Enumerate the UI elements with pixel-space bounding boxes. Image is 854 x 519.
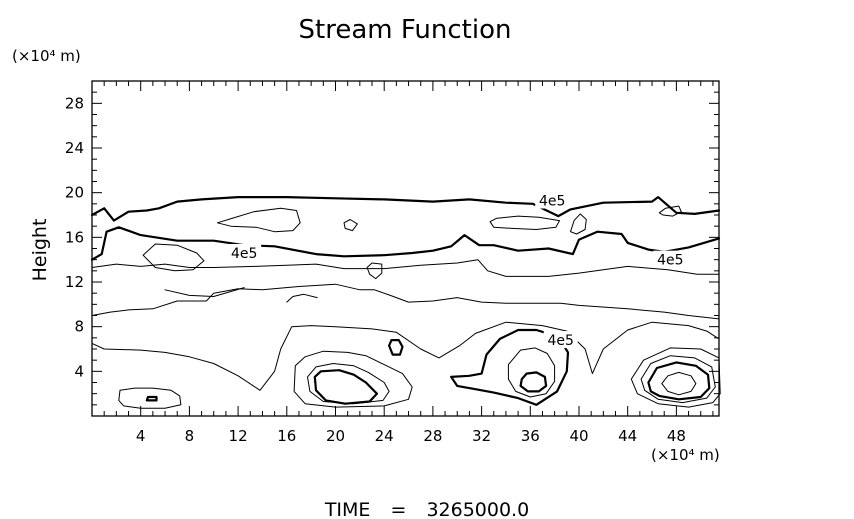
- contour-lines: [90, 196, 721, 409]
- contour-line-10: [313, 369, 378, 405]
- contour-label-3: 4e5: [657, 253, 683, 269]
- x-tick-label-36: 36: [521, 427, 540, 445]
- x-tick-label-12: 12: [229, 427, 248, 445]
- contour-line-21: [343, 219, 358, 232]
- contour-line-6: [118, 387, 182, 409]
- y-axis-label: Height: [29, 219, 51, 282]
- contour-line-22: [489, 215, 560, 230]
- x-tick-label-20: 20: [326, 427, 345, 445]
- contour-line-17: [647, 361, 711, 401]
- contour-line-9: [307, 363, 390, 405]
- time-label: TIME: [324, 499, 371, 519]
- contour-line-15: [630, 347, 721, 408]
- contour-line-13: [519, 371, 548, 393]
- contour-line-11: [450, 328, 570, 406]
- x-tick-labels: 4 8 12 16 20 24 28 32 36 40 44 48: [136, 427, 686, 445]
- contour-line-19: [142, 243, 205, 272]
- contour-label-bg-1: [535, 191, 570, 209]
- axis-ticks: [92, 81, 719, 416]
- time-value: 3265000.0: [426, 499, 529, 519]
- contour-line-16: [640, 355, 716, 404]
- contour-label-bg-2: [227, 243, 262, 261]
- time-readout: TIME = 3265000.0: [324, 499, 529, 519]
- contour-label-2: 4e5: [231, 246, 257, 262]
- x-tick-label-16: 16: [277, 427, 296, 445]
- contour-line-3: [91, 259, 720, 277]
- x-tick-label-48: 48: [667, 427, 686, 445]
- y-tick-label-8: 8: [74, 318, 84, 336]
- x-tick-label-24: 24: [375, 427, 394, 445]
- contour-label-4: 4e5: [548, 333, 574, 349]
- contour-label-bg-3: [653, 250, 688, 268]
- chart-title: Stream Function: [299, 15, 512, 45]
- contour-line-27: [286, 293, 318, 303]
- x-tick-label-28: 28: [423, 427, 442, 445]
- contour-line-14: [388, 339, 404, 356]
- contour-line-8: [293, 350, 413, 408]
- contour-line-4: [91, 283, 720, 320]
- y-tick-labels: 4 8 12 16 20 24 28: [65, 94, 84, 380]
- contour-line-2: [90, 226, 721, 261]
- y-tick-label-28: 28: [65, 94, 84, 112]
- y-axis-unit: (×10⁴ m): [12, 47, 81, 65]
- contour-line-26: [164, 287, 245, 297]
- contour-labels: 4e5 4e5 4e5 4e5: [227, 191, 688, 349]
- contour-label-1: 4e5: [539, 193, 565, 209]
- x-tick-label-32: 32: [472, 427, 491, 445]
- y-tick-label-24: 24: [65, 139, 84, 157]
- y-tick-label-12: 12: [65, 273, 84, 291]
- y-tick-label-4: 4: [74, 362, 84, 380]
- contour-line-5: [91, 321, 720, 391]
- contour-line-1: [90, 196, 721, 222]
- time-equals: =: [390, 499, 406, 519]
- y-tick-label-16: 16: [65, 228, 84, 246]
- y-tick-label-20: 20: [65, 184, 84, 202]
- x-axis-unit: (×10⁴ m): [651, 446, 720, 464]
- contour-line-12: [507, 347, 556, 398]
- contour-line-18: [661, 371, 697, 396]
- contour-line-23: [570, 213, 587, 235]
- x-tick-label-4: 4: [136, 427, 146, 445]
- x-tick-label-40: 40: [569, 427, 588, 445]
- contour-line-7: [145, 395, 158, 402]
- contour-line-20: [216, 207, 301, 233]
- x-tick-label-8: 8: [185, 427, 195, 445]
- x-tick-label-44: 44: [618, 427, 637, 445]
- contour-line-25: [366, 262, 383, 280]
- contour-line-24: [658, 205, 682, 217]
- contour-label-bg-4: [543, 331, 578, 349]
